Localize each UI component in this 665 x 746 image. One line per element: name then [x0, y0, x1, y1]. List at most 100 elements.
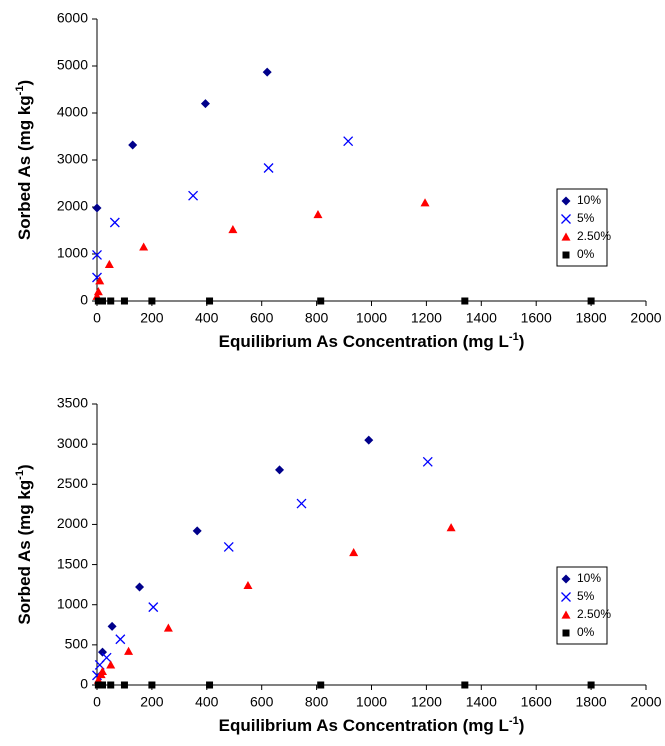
x-tick-label: 0 — [93, 694, 101, 710]
y-tick-label: 500 — [65, 636, 89, 652]
marker-square — [120, 681, 128, 689]
y-tick-label: 3500 — [57, 395, 88, 411]
marker-x — [148, 602, 159, 613]
marker-diamond — [128, 140, 138, 150]
marker-diamond — [107, 621, 117, 631]
marker-triangle — [420, 198, 430, 207]
marker-x — [296, 498, 307, 509]
marker-diamond — [561, 574, 571, 584]
y-tick-label: 6000 — [57, 10, 88, 26]
marker-triangle — [561, 610, 571, 619]
x-axis-title-part: -1 — [509, 715, 519, 727]
marker-square — [148, 297, 156, 305]
x-tick-label: 1200 — [411, 310, 442, 326]
x-tick-label: 1200 — [411, 694, 442, 710]
marker-triangle — [446, 523, 456, 532]
legend-label: 2.50% — [577, 229, 611, 243]
x-tick-label: 2000 — [630, 694, 661, 710]
marker-square — [317, 297, 325, 305]
marker-triangle — [349, 548, 359, 557]
x-tick-label: 400 — [195, 694, 219, 710]
marker-square — [98, 681, 106, 689]
marker-diamond — [200, 99, 210, 109]
x-tick-label: 1800 — [576, 310, 607, 326]
x-axis-title-part: ) — [519, 716, 525, 735]
x-tick-label: 400 — [195, 310, 219, 326]
x-axis-title-part: Equilibrium As Concentration (mg L — [219, 332, 509, 351]
x-tick-label: 800 — [305, 694, 329, 710]
x-tick-label: 2000 — [630, 310, 661, 326]
legend-label: 2.50% — [577, 607, 611, 621]
marker-square — [107, 681, 115, 689]
y-axis-title: Sorbed As (mg kg-1) — [14, 80, 35, 240]
y-tick-label: 1000 — [57, 595, 88, 611]
marker-triangle — [561, 232, 571, 241]
marker-x — [115, 634, 126, 645]
marker-square — [107, 297, 115, 305]
marker-diamond — [262, 67, 272, 77]
x-axis-title: Equilibrium As Concentration (mg L-1) — [219, 715, 525, 736]
marker-x — [263, 163, 274, 173]
legend-label: 5% — [577, 211, 595, 225]
marker-square — [120, 297, 128, 305]
marker-triangle — [243, 580, 253, 590]
marker-triangle — [97, 666, 107, 675]
marker-x — [188, 190, 199, 201]
x-axis-title: Equilibrium As Concentration (mg L-1) — [219, 331, 525, 352]
x-tick-label: 1400 — [466, 694, 497, 710]
x-tick-label: 1000 — [356, 310, 387, 326]
x-tick-label: 800 — [305, 310, 329, 326]
marker-triangle — [228, 225, 238, 234]
marker-x — [92, 249, 102, 260]
marker-triangle — [313, 210, 323, 219]
y-tick-label: 2000 — [57, 515, 88, 531]
y-tick-label: 5000 — [57, 57, 88, 73]
marker-square — [587, 297, 595, 305]
marker-diamond — [135, 582, 145, 592]
legend: 10% 5% 2.50% 0% — [556, 566, 611, 645]
marker-diamond — [192, 526, 202, 536]
marker-square — [562, 629, 570, 637]
x-tick-label: 1800 — [576, 694, 607, 710]
y-axis-title-part: -1 — [14, 470, 26, 480]
y-tick-label: 3000 — [57, 435, 88, 451]
marker-x — [223, 541, 234, 552]
legend-label: 10% — [577, 571, 601, 585]
x-tick-label: 600 — [250, 694, 274, 710]
marker-x — [561, 592, 571, 602]
marker-square — [206, 681, 214, 689]
x-tick-label: 1400 — [466, 310, 497, 326]
y-tick-label: 0 — [80, 292, 88, 308]
marker-square — [562, 251, 570, 259]
x-tick-label: 1000 — [356, 694, 387, 710]
legend: 10% 5% 2.50% 0% — [556, 188, 611, 267]
marker-x — [561, 214, 571, 224]
marker-square — [206, 297, 214, 305]
marker-triangle — [106, 660, 116, 669]
y-tick-label: 1500 — [57, 555, 88, 571]
marker-x — [109, 217, 120, 228]
x-tick-label: 600 — [250, 310, 274, 326]
marker-triangle — [93, 287, 103, 296]
x-tick-label: 1600 — [521, 694, 552, 710]
marker-square — [461, 297, 469, 305]
marker-x — [343, 136, 354, 147]
marker-triangle — [139, 242, 149, 251]
x-axis-title-part: Equilibrium As Concentration (mg L — [219, 716, 509, 735]
y-tick-label: 0 — [80, 676, 88, 692]
y-axis-title: Sorbed As (mg kg-1) — [14, 464, 35, 624]
marker-triangle — [124, 646, 134, 655]
marker-diamond — [92, 203, 102, 213]
x-axis-title-part: ) — [519, 332, 525, 351]
marker-square — [148, 681, 156, 689]
marker-square — [461, 681, 469, 689]
marker-square — [94, 681, 102, 689]
x-tick-label: 200 — [140, 694, 164, 710]
y-tick-label: 1000 — [57, 245, 88, 261]
marker-diamond — [364, 435, 374, 445]
legend-label: 10% — [577, 193, 601, 207]
marker-triangle — [104, 259, 114, 268]
legend-label: 0% — [577, 247, 595, 261]
